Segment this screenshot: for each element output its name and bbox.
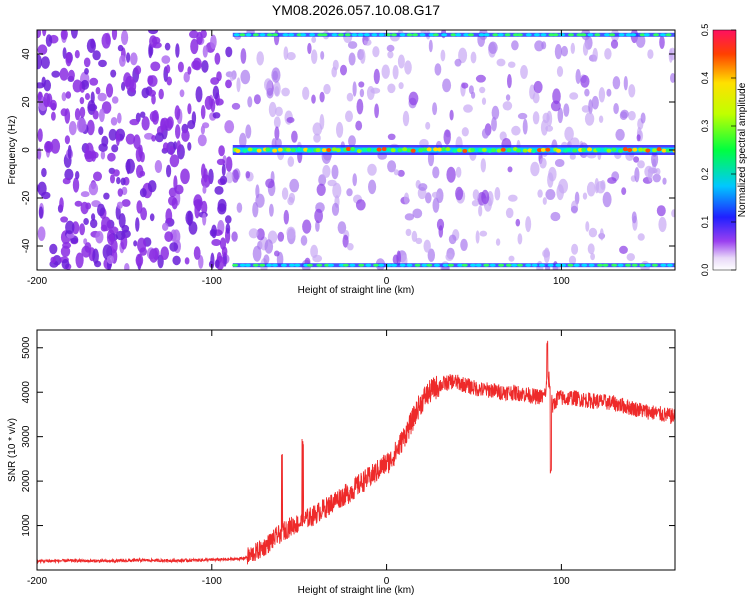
colorbar-gradient: [712, 29, 737, 271]
colorbar-ticks: 0.0 0.1 0.2 0.3 0.4 0.5: [700, 24, 736, 277]
colorbar-tick-label: 0.1: [700, 216, 710, 229]
snr-y-tick-label: 1000: [21, 514, 32, 537]
spectrogram-heatmap: [37, 30, 675, 270]
snr-series-line: [37, 340, 675, 565]
spectrogram-y-tick-label: -40: [21, 238, 32, 253]
snr-x-axis-label: Height of straight line (km): [298, 585, 415, 596]
snr-axes: -200 -100 0 100 1000 2000 3000 4000 5000: [21, 330, 675, 587]
colorbar: 0.0 0.1 0.2 0.3 0.4 0.5 Normalized spectral a…: [700, 24, 748, 277]
spectrogram-edge-bands: [232, 32, 675, 268]
colorbar-tick-label: 0.3: [700, 120, 710, 133]
snr-x-tick-label: -200: [27, 576, 47, 587]
spectrogram-noise-blobs: [37, 30, 675, 270]
colorbar-tick-label: 0.5: [700, 24, 710, 37]
spectrogram-x-tick-label: 100: [553, 276, 570, 287]
snr-x-tick-label: -100: [202, 576, 222, 587]
colorbar-label: Normalized spectral amplitude: [737, 82, 748, 217]
spectrogram-y-tick-label: 0: [21, 147, 32, 153]
snr-y-tick-label: 4000: [21, 381, 32, 404]
colorbar-tick-label: 0.2: [700, 168, 710, 181]
snr-panel: -200 -100 0 100 1000 2000 3000 4000 5000 Height …: [7, 329, 676, 596]
snr-x-tick-label: 100: [553, 576, 570, 587]
colorbar-tick-label: 0.4: [700, 72, 710, 85]
spectrogram-x-tick-label: 0: [384, 276, 390, 287]
spectrogram-x-tick-label: -100: [202, 276, 222, 287]
spectrogram-x-axis-label: Height of straight line (km): [298, 285, 415, 296]
snr-y-tick-label: 5000: [21, 336, 32, 359]
snr-line-layer: [37, 340, 675, 565]
snr-x-tick-label: 0: [384, 576, 390, 587]
colorbar-tick-label: 0.0: [700, 264, 710, 277]
snr-y-tick-label: 2000: [21, 470, 32, 493]
spectrogram-x-tick-label: -200: [27, 276, 47, 287]
spectrogram-y-tick-label: 20: [21, 96, 32, 108]
spectrogram-y-tick-label: -20: [21, 190, 32, 205]
snr-y-tick-label: 3000: [21, 425, 32, 448]
spectrogram-y-tick-label: 40: [21, 48, 32, 60]
snr-y-axis-label: SNR (10 * v/v): [7, 418, 18, 482]
spectrogram-signal-line: [232, 145, 675, 155]
spectrogram-y-axis-label: Frequency (Hz): [7, 116, 18, 185]
figure-title: YM08.2026.057.10.08.G17: [272, 2, 440, 18]
